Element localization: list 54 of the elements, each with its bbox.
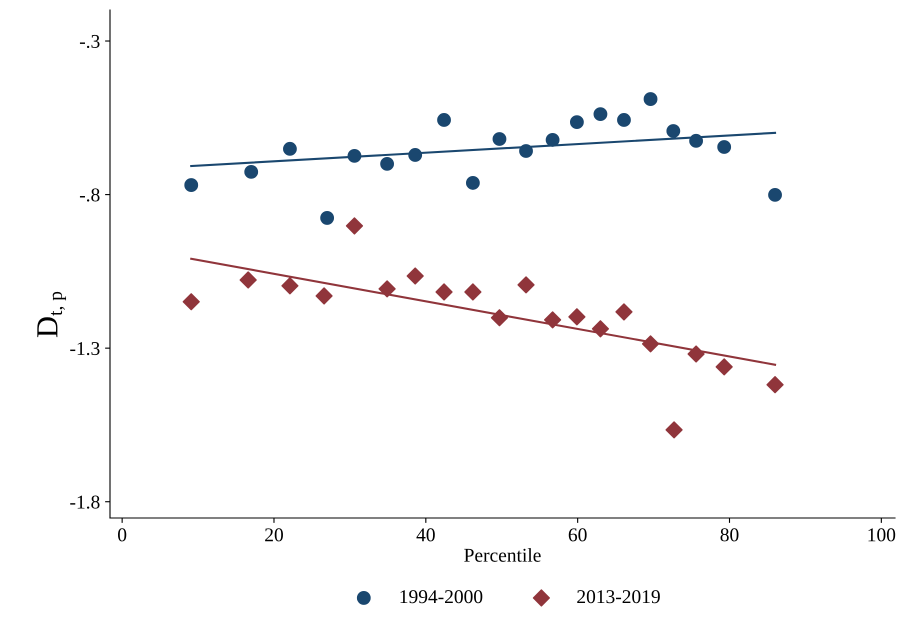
point: [408, 148, 422, 162]
point: [320, 211, 334, 225]
point: [435, 283, 453, 301]
point: [615, 303, 633, 321]
point: [644, 92, 658, 106]
legend-label: 2013-2019: [577, 590, 660, 604]
point: [315, 287, 333, 305]
point: [570, 115, 584, 130]
y-tick-label: -1.8: [70, 496, 100, 509]
point: [517, 276, 535, 294]
x-tick-label: 100: [868, 528, 896, 542]
x-tick-label: 40: [416, 528, 435, 542]
x-tick-label: 80: [720, 528, 738, 542]
point: [348, 148, 362, 163]
point: [766, 376, 784, 394]
point: [568, 308, 586, 326]
point: [281, 277, 299, 294]
point: [492, 132, 506, 146]
point: [244, 164, 258, 179]
point: [182, 293, 200, 310]
x-tick-label: 60: [568, 528, 587, 542]
point: [687, 345, 705, 363]
point: [592, 320, 610, 338]
point: [490, 309, 508, 326]
point: [184, 178, 198, 192]
point: [378, 280, 396, 298]
y-axis-title: Dt, p: [37, 292, 66, 338]
y-tick-label: -.3: [80, 34, 100, 48]
point: [642, 335, 660, 352]
point: [689, 134, 703, 148]
point: [594, 107, 608, 122]
point: [546, 133, 560, 147]
x-axis-title: Percentile: [464, 548, 541, 562]
point: [466, 176, 480, 190]
point: [665, 421, 683, 438]
point: [346, 217, 364, 235]
point: [666, 124, 680, 138]
x-tick-label: 0: [118, 528, 126, 542]
point: [437, 113, 451, 127]
point: [717, 140, 732, 154]
legend-label: 1994-2000: [400, 590, 482, 604]
point: [716, 358, 733, 376]
point: [406, 267, 424, 285]
point: [544, 311, 562, 329]
point: [464, 283, 482, 301]
y-tick-label: -.8: [80, 188, 100, 202]
point: [380, 156, 394, 171]
point: [519, 144, 533, 158]
point: [283, 142, 297, 156]
point: [240, 271, 257, 289]
x-tick-label: 20: [265, 528, 283, 542]
point: [617, 113, 631, 127]
y-tick-label: -1.3: [70, 342, 100, 356]
point: [768, 188, 782, 202]
